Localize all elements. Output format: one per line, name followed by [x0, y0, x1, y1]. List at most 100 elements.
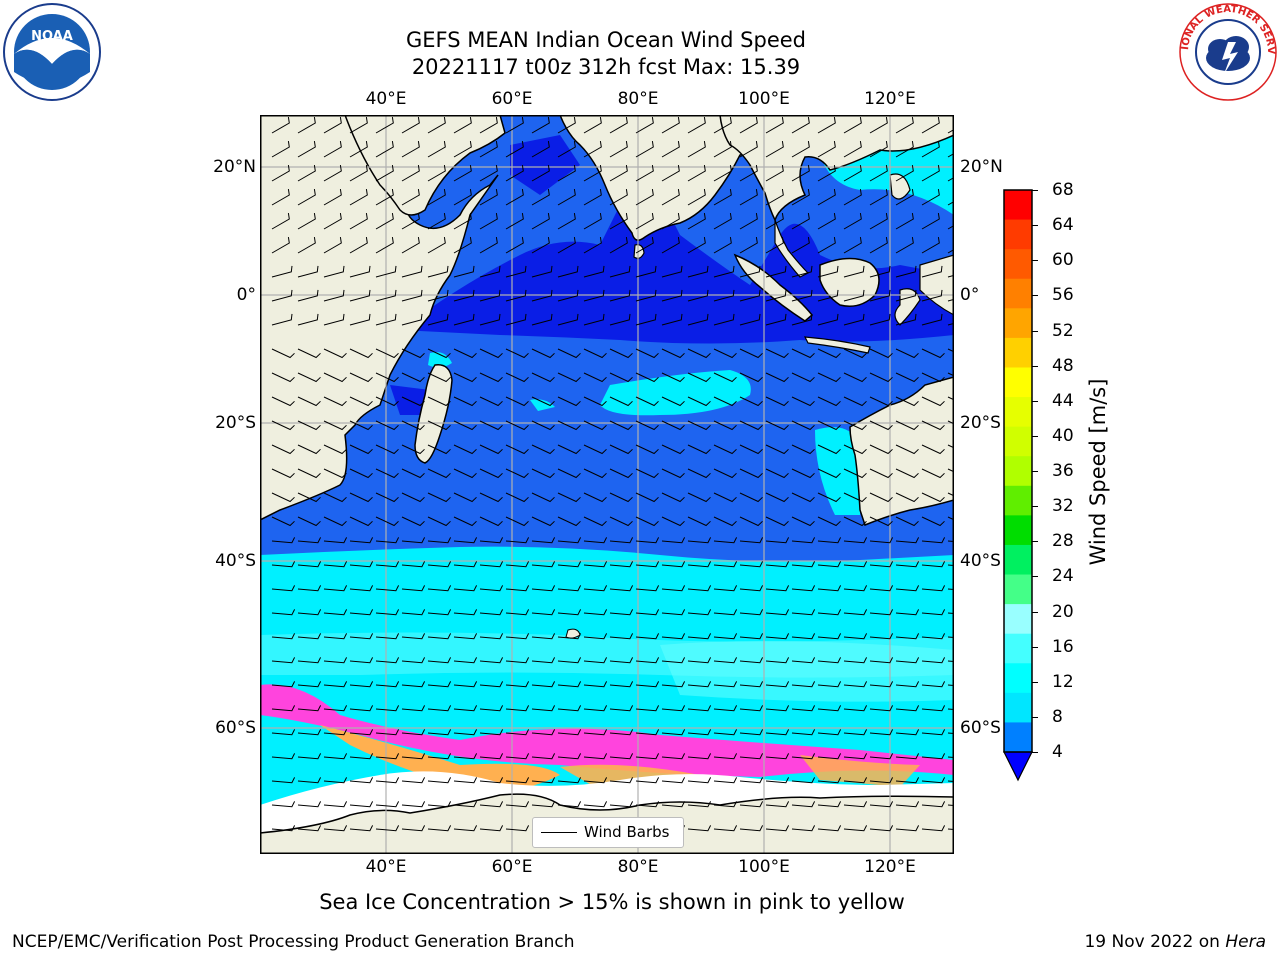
wind-barb — [271, 537, 296, 544]
wind-barb — [323, 313, 345, 326]
wind-barb — [427, 729, 452, 736]
wind-barb — [427, 681, 452, 688]
wind-barb — [635, 265, 657, 278]
wind-barb — [869, 420, 893, 431]
wind-barb — [713, 537, 738, 544]
wind-barb — [895, 825, 920, 832]
wind-barb — [531, 141, 550, 158]
wind-barb — [765, 265, 787, 278]
wind-barb — [453, 825, 478, 832]
wind-barb — [401, 348, 425, 359]
wind-barb — [271, 468, 295, 479]
wind-barb — [609, 313, 631, 326]
wind-barb — [557, 516, 581, 527]
wind-barb — [401, 396, 425, 407]
wind-barb — [843, 729, 868, 736]
wind-barb — [661, 289, 683, 302]
wind-barb — [453, 753, 478, 760]
colorbar-segment — [1004, 397, 1032, 428]
wind-barb — [843, 117, 862, 134]
wind-barb — [375, 468, 399, 479]
wind-barb — [323, 372, 347, 383]
wind-barb — [843, 537, 868, 544]
wind-barbs — [271, 117, 954, 832]
colorbar-tick-label: 12 — [1052, 671, 1074, 692]
wind-barb — [843, 348, 867, 359]
wind-barb — [609, 492, 633, 503]
wind-barb — [401, 165, 420, 182]
colorbar-tick-mark — [1032, 716, 1038, 718]
colorbar-segment — [1004, 308, 1032, 339]
colorbar-segment — [1004, 515, 1032, 546]
wind-barb — [505, 633, 530, 640]
wind-barb — [687, 237, 706, 254]
wind-barb — [609, 516, 633, 527]
wind-barb — [661, 141, 680, 158]
wind-barb — [479, 753, 504, 760]
wind-barb — [479, 729, 504, 736]
wind-barb — [297, 265, 319, 278]
wind-barb — [635, 444, 659, 455]
wind-barb — [687, 468, 711, 479]
colorbar-tick-mark — [1032, 541, 1038, 543]
wind-barb — [557, 117, 576, 134]
wind-barb — [817, 801, 842, 808]
wind-barb — [713, 468, 737, 479]
wind-barb — [479, 265, 501, 278]
wind-barb — [479, 801, 504, 808]
colorbar-tick-label: 68 — [1052, 180, 1074, 200]
wind-barb — [687, 189, 706, 206]
wind-barb — [713, 609, 738, 616]
wind-barb — [505, 265, 527, 278]
wind-barb — [297, 681, 322, 688]
wind-barb — [323, 237, 342, 254]
wind-barb — [817, 516, 841, 527]
wind-barb — [869, 729, 894, 736]
wind-barb — [271, 609, 296, 616]
wind-barb — [531, 348, 555, 359]
wind-barb — [427, 609, 452, 616]
wind-barb — [765, 468, 789, 479]
wind-barb — [895, 396, 919, 407]
wind-barb — [895, 313, 917, 326]
wind-barb — [583, 681, 608, 688]
wind-barb — [713, 825, 738, 832]
wind-barb — [765, 313, 787, 326]
wind-barb — [661, 516, 685, 527]
wind-barb — [297, 141, 316, 158]
wind-barb — [505, 561, 530, 568]
wind-barb — [557, 444, 581, 455]
wind-barb — [817, 420, 841, 431]
wind-barb — [297, 585, 322, 592]
wind-barb — [375, 561, 400, 568]
colorbar-segment — [1004, 604, 1032, 635]
wind-barb — [271, 117, 290, 134]
wind-barb — [583, 537, 608, 544]
wind-barb — [713, 213, 732, 230]
wind-barb — [401, 777, 426, 784]
wind-barb — [687, 729, 712, 736]
wind-barb — [531, 420, 555, 431]
wind-barb — [895, 189, 914, 206]
wind-barb — [323, 561, 348, 568]
wind-barb — [895, 165, 914, 182]
map-legend: Wind Barbs — [532, 817, 684, 848]
new-guinea-land — [919, 254, 954, 316]
wind-barb — [739, 444, 763, 455]
wind-barb — [271, 729, 296, 736]
philippines-land — [889, 173, 911, 200]
wind-barb — [375, 825, 400, 832]
wind-barb — [505, 492, 529, 503]
wind-barb — [323, 657, 348, 664]
wind-barb — [609, 729, 634, 736]
wind-barb — [479, 117, 498, 134]
wind-barb — [297, 213, 316, 230]
wind-barb — [323, 753, 348, 760]
wind-barb — [869, 213, 888, 230]
wind-barb — [843, 657, 868, 664]
wind-barb — [583, 444, 607, 455]
wind-barb — [401, 213, 420, 230]
wind-barb — [583, 165, 602, 182]
wind-barb — [401, 825, 426, 832]
wind-barb — [765, 348, 789, 359]
